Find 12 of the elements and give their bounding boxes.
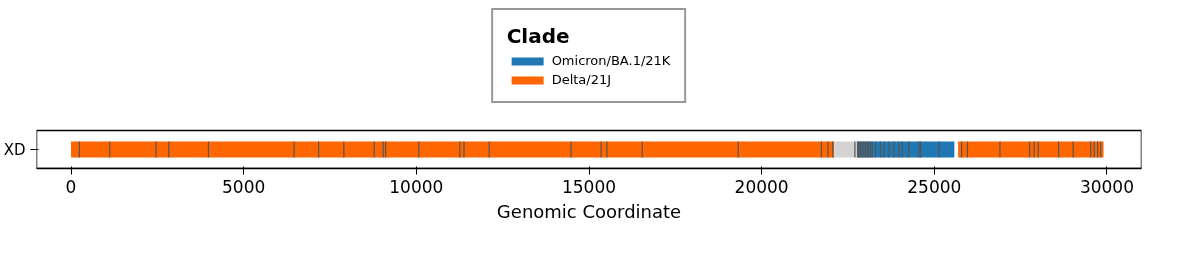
x-tick-label: 25000 [907, 176, 962, 197]
legend-label: Delta/21J [551, 72, 612, 87]
legend-label: Omicron/BA.1/21K [551, 53, 671, 68]
x-tick-label: 30000 [1079, 176, 1135, 197]
x-tick-label: 15000 [561, 176, 617, 197]
x-tick-label: 0 [65, 176, 77, 197]
x-axis-title: Genomic Coordinate [496, 200, 682, 222]
x-tick-label: 5000 [222, 176, 266, 197]
x-tick-label: 20000 [734, 176, 789, 197]
x-tick-label: 10000 [389, 176, 444, 197]
legend-title: Clade [506, 24, 571, 48]
y-tick-label: XD [3, 140, 26, 159]
